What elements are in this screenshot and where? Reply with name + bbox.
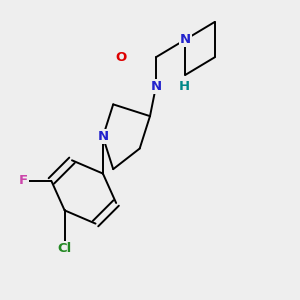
Text: N: N	[97, 130, 109, 143]
Text: N: N	[180, 33, 191, 46]
Text: H: H	[178, 80, 189, 93]
Text: F: F	[19, 174, 28, 188]
Text: O: O	[115, 51, 126, 64]
Text: Cl: Cl	[58, 242, 72, 255]
Text: N: N	[150, 80, 161, 93]
